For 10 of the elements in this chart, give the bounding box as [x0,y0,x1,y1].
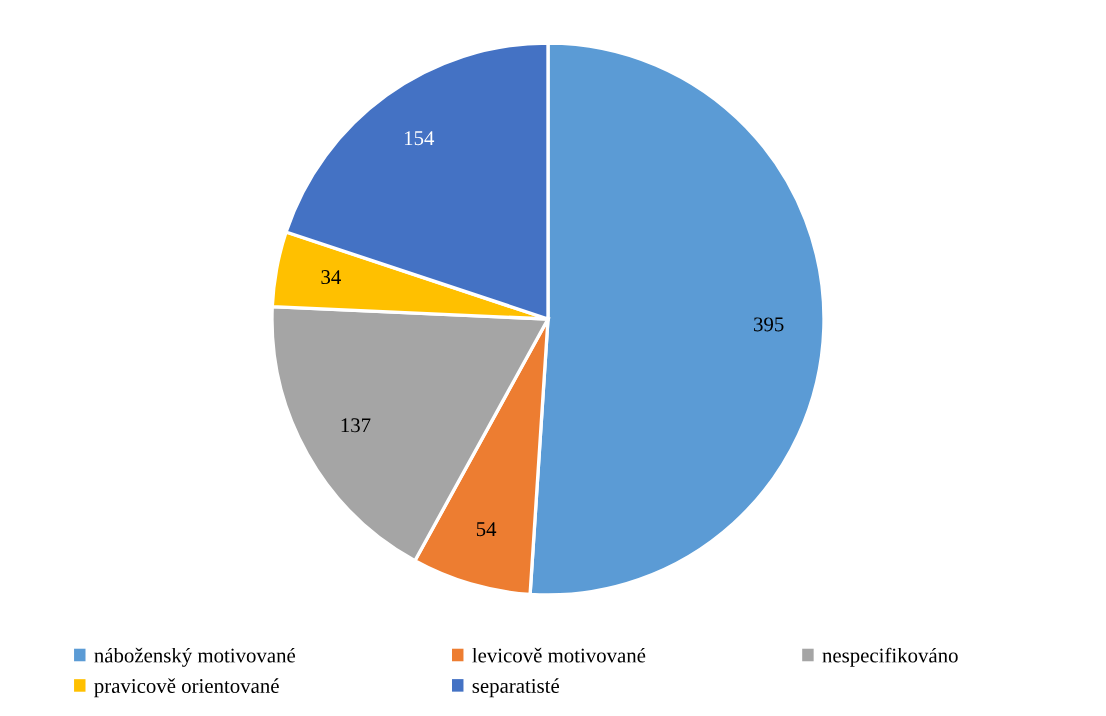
legend-label: pravicově orientované [94,678,279,698]
data-label: 395 [754,317,784,332]
legend-label: levicově motivované [472,647,646,663]
data-label: 137 [341,418,371,433]
legend-label: náboženský motivované [94,647,296,667]
legend-label: separatisté [472,678,559,698]
data-label: 154 [405,131,435,146]
data-label: 54 [476,522,497,537]
data-label: 34 [321,270,341,285]
legend-label: nespecifikováno [822,647,958,667]
